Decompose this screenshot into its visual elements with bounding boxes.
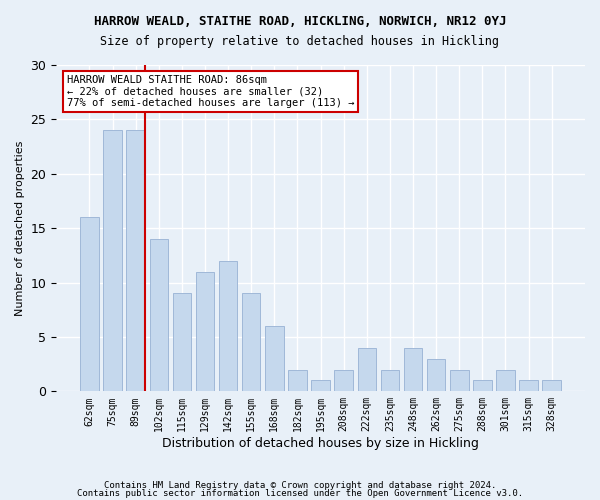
Bar — [173, 294, 191, 392]
Bar — [219, 261, 238, 392]
Text: Contains public sector information licensed under the Open Government Licence v3: Contains public sector information licen… — [77, 488, 523, 498]
Bar — [427, 358, 445, 392]
Bar — [520, 380, 538, 392]
Bar — [311, 380, 330, 392]
Bar — [473, 380, 491, 392]
Bar — [380, 370, 399, 392]
Text: HARROW WEALD, STAITHE ROAD, HICKLING, NORWICH, NR12 0YJ: HARROW WEALD, STAITHE ROAD, HICKLING, NO… — [94, 15, 506, 28]
Bar — [450, 370, 469, 392]
Bar — [80, 218, 98, 392]
Bar — [149, 239, 168, 392]
Bar — [404, 348, 422, 392]
Bar — [103, 130, 122, 392]
Bar — [242, 294, 260, 392]
Text: HARROW WEALD STAITHE ROAD: 86sqm
← 22% of detached houses are smaller (32)
77% o: HARROW WEALD STAITHE ROAD: 86sqm ← 22% o… — [67, 75, 354, 108]
Text: Size of property relative to detached houses in Hickling: Size of property relative to detached ho… — [101, 35, 499, 48]
Bar — [334, 370, 353, 392]
Bar — [542, 380, 561, 392]
Bar — [358, 348, 376, 392]
Text: Contains HM Land Registry data © Crown copyright and database right 2024.: Contains HM Land Registry data © Crown c… — [104, 481, 496, 490]
Bar — [127, 130, 145, 392]
Y-axis label: Number of detached properties: Number of detached properties — [15, 140, 25, 316]
Bar — [496, 370, 515, 392]
Bar — [265, 326, 284, 392]
Bar — [196, 272, 214, 392]
X-axis label: Distribution of detached houses by size in Hickling: Distribution of detached houses by size … — [162, 437, 479, 450]
Bar — [288, 370, 307, 392]
